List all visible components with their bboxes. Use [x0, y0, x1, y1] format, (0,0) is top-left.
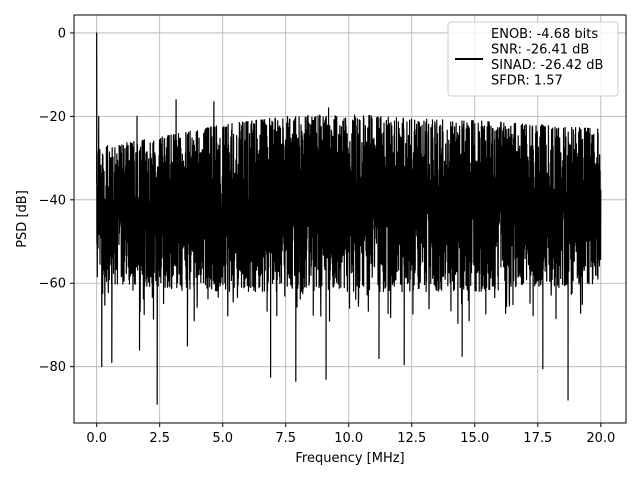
y-tick-label: −40: [39, 193, 66, 208]
psd-trace: [96, 32, 602, 405]
x-tick-label: 12.5: [397, 431, 426, 446]
psd-series: [96, 32, 602, 405]
legend-line: SFDR: 1.57: [491, 74, 563, 89]
x-tick-label: 20.0: [586, 431, 615, 446]
y-axis-label: PSD [dB]: [15, 190, 30, 248]
legend-entry-text: ENOB: -4.68 bits SNR: -26.41 dB SINAD: -26…: [491, 27, 603, 89]
y-tick-label: −60: [39, 277, 66, 292]
legend-line: ENOB: -4.68 bits: [491, 27, 598, 42]
x-tick-label: 15.0: [460, 431, 489, 446]
x-tick-label: 10.0: [334, 431, 363, 446]
y-tick-label: −20: [39, 110, 66, 125]
x-tick-label: 2.5: [149, 431, 170, 446]
legend-line: SINAD: -26.42 dB: [491, 58, 603, 73]
y-axis-ticks: 0 −20 −40 −60 −80: [39, 26, 74, 375]
x-tick-label: 17.5: [523, 431, 552, 446]
y-tick-label: −80: [39, 360, 66, 375]
x-tick-label: 7.5: [275, 431, 296, 446]
x-tick-label: 0.0: [86, 431, 107, 446]
x-axis-ticks: 0.0 2.5 5.0 7.5 10.0 12.5 15.0 17.5 20.0: [86, 423, 615, 446]
y-tick-label: 0: [58, 26, 66, 41]
plot-frame: [73, 14, 627, 424]
x-axis-label: Frequency [MHz]: [295, 451, 404, 466]
legend-box: [447, 21, 619, 97]
legend: ENOB: -4.68 bits SNR: -26.41 dB SINAD: -26…: [447, 21, 619, 97]
legend-line: SNR: -26.41 dB: [491, 43, 589, 58]
x-tick-label: 5.0: [212, 431, 233, 446]
